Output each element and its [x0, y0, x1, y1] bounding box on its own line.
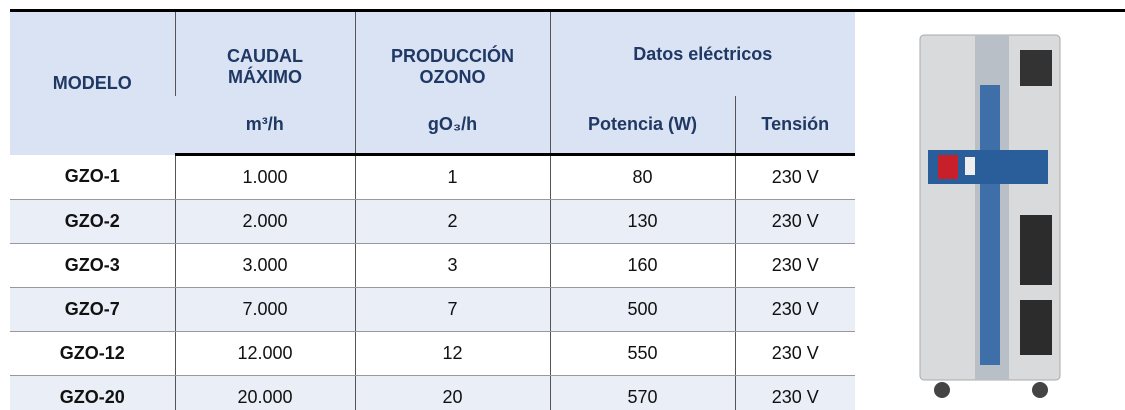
value-cell: 1: [355, 155, 550, 200]
value-cell: 230 V: [735, 200, 855, 244]
value-cell: 570: [550, 376, 735, 410]
value-cell: 160: [550, 244, 735, 288]
model-cell: GZO-7: [10, 288, 175, 332]
header-cell: Tensión: [735, 96, 855, 155]
value-cell: 7: [355, 288, 550, 332]
value-cell: 20: [355, 376, 550, 410]
header-cell: Potencia (W): [550, 96, 735, 155]
value-cell: 2.000: [175, 200, 355, 244]
value-cell: 3: [355, 244, 550, 288]
value-cell: 80: [550, 155, 735, 200]
value-cell: 230 V: [735, 332, 855, 376]
value-cell: 12.000: [175, 332, 355, 376]
value-cell: 230 V: [735, 155, 855, 200]
value-cell: 12: [355, 332, 550, 376]
value-cell: 1.000: [175, 155, 355, 200]
model-cell: GZO-2: [10, 200, 175, 244]
product-photo: [880, 25, 1100, 410]
value-cell: 230 V: [735, 376, 855, 410]
value-cell: 20.000: [175, 376, 355, 410]
model-cell: GZO-12: [10, 332, 175, 376]
value-cell: 130: [550, 200, 735, 244]
value-cell: 230 V: [735, 244, 855, 288]
header-cell: MODELO: [10, 12, 175, 155]
model-cell: GZO-1: [10, 155, 175, 200]
value-cell: 500: [550, 288, 735, 332]
spec-table: MODELO CAUDAL MÁXIMO PRODUCCIÓN OZONO Da…: [10, 12, 855, 410]
header-cell: CAUDAL MÁXIMO: [200, 46, 330, 88]
unit-cell: gO₃/h: [355, 96, 550, 155]
page: MODELO CAUDAL MÁXIMO PRODUCCIÓN OZONO Da…: [0, 0, 1125, 410]
value-cell: 550: [550, 332, 735, 376]
unit-cell: m³/h: [175, 96, 355, 155]
model-cell: GZO-20: [10, 376, 175, 410]
value-cell: 2: [355, 200, 550, 244]
header-cell: PRODUCCIÓN OZONO: [388, 46, 518, 88]
value-cell: 7.000: [175, 288, 355, 332]
value-cell: 230 V: [735, 288, 855, 332]
value-cell: 3.000: [175, 244, 355, 288]
model-cell: GZO-3: [10, 244, 175, 288]
header-cell: Datos eléctricos: [550, 12, 855, 96]
